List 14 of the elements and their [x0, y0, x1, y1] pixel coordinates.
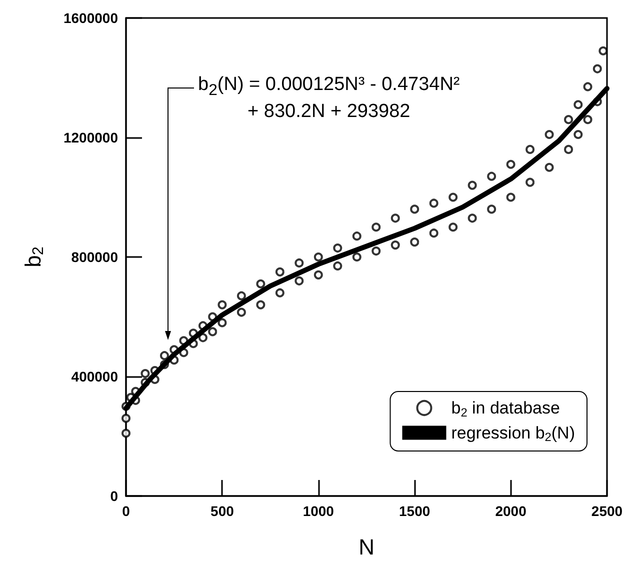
x-tick-label: 0 [122, 503, 130, 519]
y-tick-label: 400000 [71, 368, 118, 384]
annotation: b$_{2}$(N) = 0.000125N³ - 0.4734N² + 830.2N + 293982 [198, 74, 460, 124]
y-tick-label: 800000 [71, 249, 118, 265]
x-tick-label: 2500 [591, 503, 623, 519]
y-axis-title: b2 [20, 246, 47, 268]
x-tick-label: 1000 [302, 503, 334, 519]
x-tick-label: 500 [210, 503, 234, 519]
y-tick-label: 1200000 [63, 130, 118, 146]
y-tick-label: 1600000 [63, 10, 118, 26]
y-tick-label: 0 [110, 488, 118, 504]
x-axis-title: N [358, 534, 374, 560]
x-tick-label: 1500 [399, 503, 430, 519]
x-tick-label: 2000 [495, 503, 527, 519]
